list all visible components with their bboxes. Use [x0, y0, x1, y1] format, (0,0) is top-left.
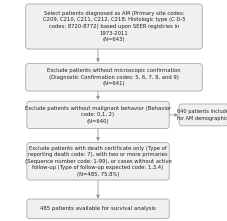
Text: Exclude patients without microscopic confirmation
(Diagnostic Confirmation codes: Exclude patients without microscopic con… [47, 68, 180, 86]
FancyBboxPatch shape [178, 104, 227, 126]
FancyBboxPatch shape [27, 101, 168, 129]
Text: 640 patients included
for AM demographics: 640 patients included for AM demographic… [176, 109, 227, 121]
Text: 485 patients available for survival analysis: 485 patients available for survival anal… [40, 206, 155, 211]
FancyBboxPatch shape [26, 64, 201, 91]
Text: Exclude patients without malignant behavior (Behavior
code: 0,1, 2)
(N=640): Exclude patients without malignant behav… [25, 106, 170, 124]
FancyBboxPatch shape [26, 4, 201, 49]
Text: Select patients diagnosed as AM (Primary site codes:
C209, C210, C211, C212, C21: Select patients diagnosed as AM (Primary… [42, 11, 185, 42]
Text: Exclude patients with death certificate only (Type of
reporting death code: 7), : Exclude patients with death certificate … [25, 146, 171, 177]
FancyBboxPatch shape [27, 199, 168, 219]
FancyBboxPatch shape [27, 143, 168, 180]
